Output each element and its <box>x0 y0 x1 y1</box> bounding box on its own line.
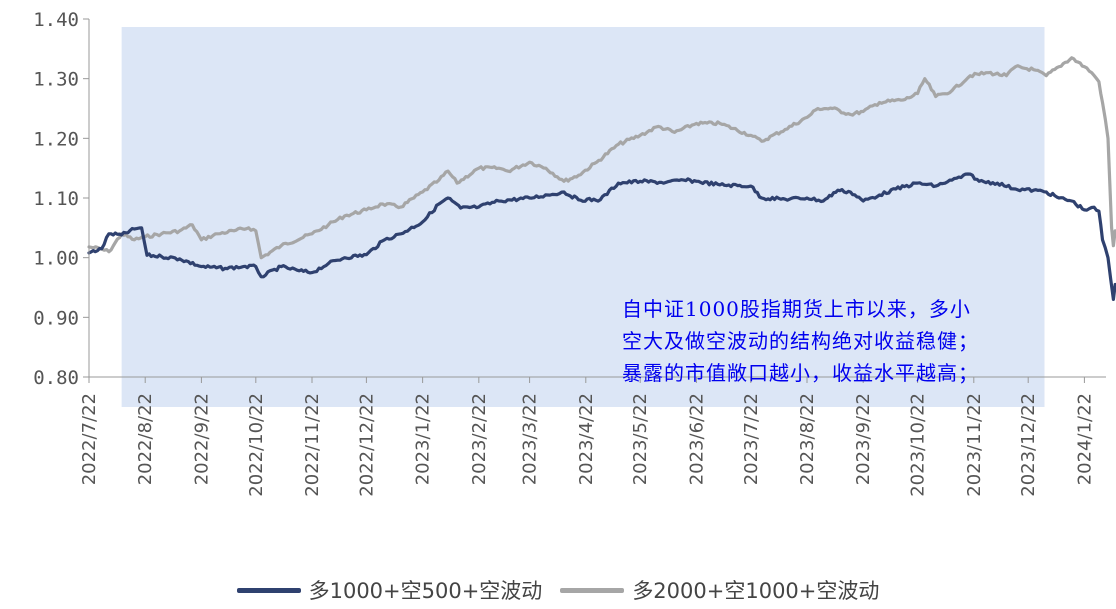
x-tick-label: 2023/5/22 <box>630 393 651 485</box>
x-tick-label: 2023/11/22 <box>964 393 985 497</box>
annotation-line: 暴露的市值敞口越小，收益水平越高； <box>622 361 979 385</box>
legend-item: 多2000+空1000+空波动 <box>560 575 879 605</box>
x-tick-label: 2022/12/22 <box>356 393 377 497</box>
series-line-2 <box>87 56 1116 260</box>
legend-item: 多1000+空500+空波动 <box>236 575 543 605</box>
y-tick-label: 1.10 <box>33 188 79 210</box>
y-tick-label: 1.20 <box>33 128 79 150</box>
x-tick-label: 2023/4/22 <box>576 393 597 485</box>
x-tick-label: 2023/2/22 <box>469 393 490 485</box>
highlight-region <box>121 27 1045 407</box>
legend-label: 多1000+空500+空波动 <box>308 579 543 603</box>
x-tick-label: 2022/8/22 <box>135 393 156 485</box>
y-tick-label: 1.40 <box>33 9 79 31</box>
x-tick-label: 2022/7/22 <box>79 393 100 485</box>
x-tick-label: 2023/7/22 <box>741 393 762 485</box>
x-tick-label: 2024/1/22 <box>1074 393 1095 485</box>
x-tick-label: 2023/8/22 <box>797 393 818 485</box>
x-tick-label: 2023/6/22 <box>686 393 707 485</box>
legend-swatch-series-1 <box>236 587 301 593</box>
y-tick-label: 1.30 <box>33 69 79 91</box>
y-tick-label: 0.80 <box>33 367 79 389</box>
series-line-1 <box>87 172 1116 301</box>
y-tick-label: 0.90 <box>33 307 79 329</box>
x-tick-label: 2022/11/22 <box>302 393 323 497</box>
legend: 多1000+空500+空波动 多2000+空1000+空波动 <box>0 572 1116 608</box>
x-tick-label: 2023/12/22 <box>1018 393 1039 497</box>
x-tick-label: 2022/9/22 <box>191 393 212 485</box>
y-tick-label: 1.00 <box>33 248 79 270</box>
x-tick-label: 2023/10/22 <box>908 393 929 497</box>
x-tick-label: 2023/1/22 <box>413 393 434 485</box>
legend-label: 多2000+空1000+空波动 <box>632 579 880 603</box>
annotation-line: 空大及做空波动的结构绝对收益稳健； <box>622 329 979 353</box>
annotation-line: 自中证1000股指期货上市以来，多小 <box>622 297 971 321</box>
x-tick-label: 2023/9/22 <box>853 393 874 485</box>
x-tick-label: 2022/10/22 <box>246 393 267 497</box>
x-tick-label: 2023/3/22 <box>520 393 541 485</box>
legend-swatch-series-2 <box>560 587 625 593</box>
annotation-text: 自中证1000股指期货上市以来，多小 空大及做空波动的结构绝对收益稳健； 暴露的… <box>622 293 1102 389</box>
